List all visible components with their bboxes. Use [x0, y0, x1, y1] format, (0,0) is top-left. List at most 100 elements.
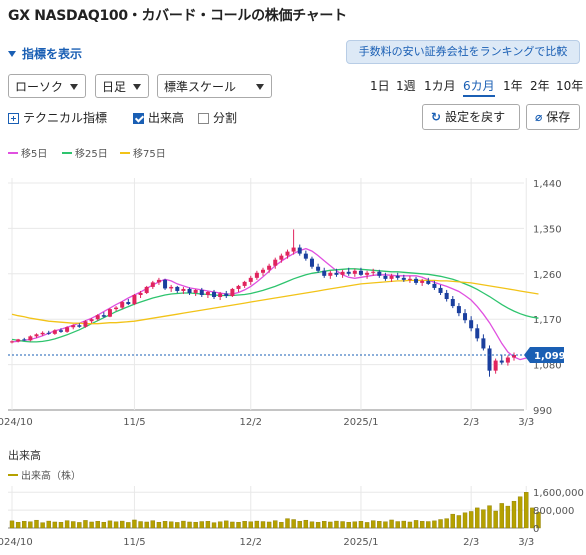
- ma75-swatch: [120, 152, 130, 154]
- range-1m[interactable]: 1カ月: [424, 79, 456, 93]
- volume-bar: [242, 521, 247, 529]
- price-x-tick-label: 12/2: [240, 417, 262, 428]
- split-checkbox-label: 分割: [213, 111, 238, 125]
- candle-body: [52, 330, 57, 334]
- technical-indicator-option[interactable]: テクニカル指標: [8, 109, 107, 126]
- technical-indicator-label: テクニカル指標: [23, 111, 108, 125]
- checkbox-checked-icon: [133, 113, 144, 124]
- volume-bar: [22, 521, 27, 529]
- volume-bar: [266, 521, 272, 529]
- volume-bar: [77, 522, 82, 529]
- candle-body: [377, 271, 382, 276]
- broker-ranking-link[interactable]: 手数料の安い証券会社をランキングで比較: [346, 40, 580, 64]
- candle-body: [163, 279, 168, 289]
- volume-bar: [40, 522, 45, 529]
- volume-bar: [407, 521, 413, 529]
- candle-body: [407, 278, 412, 280]
- reset-settings-button[interactable]: ↻ 設定を戻す: [422, 104, 520, 130]
- interval-value: 日足: [102, 80, 127, 94]
- split-checkbox[interactable]: 分割: [198, 109, 237, 126]
- range-1w[interactable]: 1週: [396, 79, 416, 93]
- volume-bar: [468, 511, 474, 529]
- range-2y[interactable]: 2年: [530, 79, 550, 93]
- volume-bar: [395, 521, 400, 529]
- volume-bar: [230, 521, 235, 529]
- volume-bar: [113, 521, 119, 529]
- volume-bar: [162, 521, 168, 529]
- save-button[interactable]: ⌀ 保存: [526, 104, 580, 130]
- candle-body: [291, 247, 296, 252]
- candle-body: [236, 285, 241, 289]
- volume-bar: [517, 496, 523, 529]
- candle-body: [242, 281, 247, 286]
- volume-x-ticks: 2024/10 11/5 12/2 2025/1 2/3 3/3: [0, 537, 534, 548]
- candle-body: [346, 271, 351, 274]
- ma25-label: 移25日: [75, 149, 108, 160]
- price-x-tick-label: 3/3: [518, 417, 534, 428]
- candle-body: [95, 315, 100, 320]
- range-10y[interactable]: 10年: [556, 79, 584, 93]
- volume-checkbox-label: 出来高: [148, 111, 185, 125]
- volume-y-tick-label: 1,600,000: [533, 488, 584, 499]
- volume-bar: [273, 520, 278, 529]
- volume-bar: [64, 520, 70, 529]
- show-indicators-toggle[interactable]: 指標を表示: [8, 45, 82, 62]
- volume-bar: [156, 521, 162, 529]
- candle-body: [267, 265, 272, 270]
- volume-bar: [248, 521, 253, 529]
- volume-bar: [144, 521, 149, 529]
- current-price-tag: [524, 347, 564, 364]
- volume-bar: [71, 521, 76, 529]
- volume-bar: [95, 521, 100, 529]
- ma5-swatch: [8, 152, 18, 154]
- volume-swatch: [8, 474, 18, 476]
- candle-body: [414, 278, 419, 283]
- volume-bar: [224, 520, 229, 529]
- volume-bar: [444, 518, 449, 529]
- volume-bar: [389, 519, 394, 529]
- candle-body: [334, 272, 339, 275]
- candle-body: [285, 251, 290, 256]
- legend-ma25: 移25日: [62, 145, 108, 160]
- volume-bar: [358, 521, 364, 529]
- candle-body: [144, 286, 149, 293]
- volume-bar: [322, 521, 327, 529]
- candle-body: [187, 288, 192, 293]
- candle-body: [16, 339, 21, 342]
- ma5-label: 移5日: [21, 149, 48, 160]
- price-y-tick-label: 1,350: [533, 224, 562, 235]
- candle-body: [395, 275, 400, 278]
- interval-select[interactable]: 日足: [95, 74, 149, 98]
- price-y-tick-label: 990: [533, 406, 552, 417]
- candle-body: [303, 253, 308, 259]
- candle-body: [432, 283, 437, 288]
- candle-body: [365, 272, 370, 275]
- candle-body: [212, 291, 217, 298]
- checkbox-icon: [198, 113, 209, 124]
- candle-body: [89, 319, 94, 322]
- price-x-tick-label: 11/5: [123, 417, 145, 428]
- volume-bar: [499, 503, 504, 529]
- volume-bar: [315, 521, 321, 529]
- candle-body: [444, 292, 449, 300]
- candle-body: [512, 355, 516, 358]
- candle-body: [401, 277, 406, 280]
- volume-y-tick-label: 800,000: [533, 506, 574, 517]
- volume-bar: [524, 492, 529, 529]
- volume-x-tick-label: 2025/1: [343, 537, 378, 548]
- range-1d[interactable]: 1日: [370, 79, 390, 93]
- range-6m[interactable]: 6カ月: [463, 77, 495, 97]
- candle-body: [475, 328, 480, 339]
- range-1y[interactable]: 1年: [503, 79, 523, 93]
- price-y-ticks: 1,440 1,350 1,260 1,170 1,080 990: [533, 179, 562, 417]
- candle-body: [297, 247, 302, 254]
- chart-kind-select[interactable]: ローソク: [8, 74, 86, 98]
- volume-legend-label: 出来高（株）: [21, 471, 81, 482]
- candle-body: [358, 270, 363, 275]
- volume-bar: [328, 521, 333, 529]
- legend-ma75: 移75日: [120, 145, 166, 160]
- volume-checkbox[interactable]: 出来高: [133, 109, 184, 126]
- scale-select[interactable]: 標準スケール: [157, 74, 272, 98]
